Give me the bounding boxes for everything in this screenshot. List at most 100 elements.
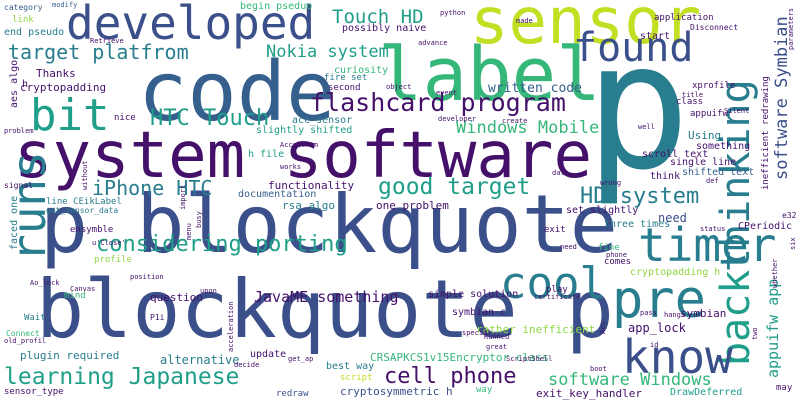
- word-curiosity: curiosity: [334, 65, 389, 76]
- word-def: def: [706, 177, 719, 185]
- word-event: event: [436, 89, 458, 97]
- word-redraw: redraw: [276, 389, 309, 399]
- word-system-software: system software: [14, 119, 592, 193]
- word-modify: modify: [52, 1, 78, 9]
- word-silent: Silent: [724, 107, 750, 115]
- word-signal: signal: [4, 181, 33, 190]
- word-object: object: [386, 83, 412, 91]
- word-way: way: [476, 385, 493, 395]
- word-rsa-algo: rsa algo: [282, 199, 335, 212]
- word-old-profil: old_profil: [4, 337, 47, 345]
- word-cryptosymmetric-h: cryptosymmetric h: [340, 385, 453, 398]
- word-need: need: [658, 211, 687, 225]
- word-wait: Wait: [24, 313, 46, 323]
- word-acceleration: acceleration: [227, 301, 235, 352]
- word-cell-phone: cell phone: [384, 364, 517, 389]
- word-software-windows: software Windows: [548, 370, 712, 390]
- word-second: second: [328, 83, 361, 93]
- word-scroll-text: scroll text: [642, 149, 709, 160]
- word-thanks: Thanks: [36, 67, 76, 80]
- word-htc-touch: HTC Touch: [150, 106, 270, 131]
- word-sensor-type: sensor_type: [4, 387, 64, 397]
- word-ensymble: ensymble: [70, 225, 114, 235]
- word-whether: whether: [771, 258, 779, 288]
- word-hd-system: HD system: [580, 184, 700, 209]
- word-appuifw-app: appuifw app: [764, 278, 782, 378]
- word-found: found: [573, 25, 694, 71]
- word-p-blockquote: p blockquote: [40, 178, 618, 271]
- word-xprofile: xprofile: [692, 81, 736, 91]
- word-good-target: good target: [378, 174, 531, 200]
- word-runned: Runned: [484, 333, 510, 341]
- word-think: think: [650, 171, 681, 182]
- word-update: update: [250, 349, 287, 360]
- word-symbian: symbian: [680, 307, 727, 320]
- word-exit-key-handler: exit_key_handler: [536, 387, 642, 400]
- word-busy: busy: [195, 211, 203, 228]
- word-considering-porting: considering porting: [96, 232, 348, 257]
- word-p1i: P1i: [150, 313, 165, 322]
- word-simple-solution: simple solution: [428, 289, 519, 300]
- word-upon: upon: [200, 287, 217, 295]
- word-question: question: [150, 291, 203, 304]
- word-hangs: hangs: [664, 311, 686, 319]
- word-may: may: [776, 383, 793, 393]
- word-without: without: [81, 160, 89, 190]
- word-special: special: [462, 329, 492, 337]
- word-application: application: [654, 13, 714, 23]
- word-learning-japanese: learning Japanese: [4, 364, 240, 390]
- word-h-file: h file: [248, 149, 285, 160]
- word-single-line: single line: [670, 157, 737, 168]
- word-six: six: [789, 237, 797, 250]
- word-decide: decide: [234, 361, 260, 369]
- word-using: Using: [688, 129, 722, 142]
- word-retrieve: Retrieve: [90, 37, 124, 45]
- word-fire-set: fire set: [324, 73, 368, 83]
- word-acc: Acc: [599, 321, 607, 334]
- word-something: something: [696, 141, 751, 152]
- word-advance: advance: [418, 39, 448, 47]
- word-slightly-shifted: slightly shifted: [256, 125, 353, 136]
- word-import: import: [179, 184, 187, 210]
- word-well: well: [638, 123, 655, 131]
- word-three-times: three times: [604, 219, 671, 230]
- word-app-lock: app_lock: [628, 321, 686, 335]
- word-target-platfrom: target platfrom: [8, 40, 189, 64]
- word-iphone-htc: iPhone HTC: [92, 176, 213, 200]
- word-nokia-system: Nokia system: [266, 42, 389, 62]
- word-cryptopadding: cryptopadding: [20, 81, 107, 94]
- word-link: link: [12, 15, 34, 25]
- word-sensor: sensor: [470, 0, 702, 59]
- word-set-slightly: set slightly: [566, 205, 639, 216]
- word-developed: developed: [66, 0, 316, 50]
- word-scriptshell: ScriptShell: [506, 355, 553, 363]
- word-alternative: alternative: [160, 353, 240, 367]
- word-ao-lock: Ao_lock: [30, 279, 60, 287]
- word-comes: comes: [604, 257, 632, 267]
- word-appuifw: appuifw: [690, 109, 728, 119]
- word-e32: e32: [782, 211, 797, 220]
- word-phone: phone: [606, 251, 628, 259]
- word-acc-sensor: acc_sensor: [292, 115, 353, 126]
- word-blockquote-p: blockquote p: [36, 263, 614, 356]
- word-wrong: wrong: [600, 179, 622, 187]
- word-exit: exit: [544, 225, 566, 235]
- word-category: category: [4, 3, 43, 12]
- word-javame-something: JavaME something: [254, 288, 399, 306]
- word-menu: menu: [185, 223, 193, 240]
- word-data: data: [552, 169, 569, 177]
- word-fine: fine: [598, 243, 620, 253]
- word-get-sensor-data: get_sensor_data: [46, 206, 119, 215]
- word-faced-one: faced one: [9, 195, 20, 250]
- word-made: made: [516, 17, 533, 25]
- word-script: script: [340, 373, 373, 383]
- word-windows-mobile: Windows Mobile: [456, 118, 600, 138]
- word-works: works: [280, 163, 302, 171]
- word-disconnect: Disconnect: [690, 23, 739, 32]
- word-status: status: [700, 225, 726, 233]
- word-certificate: certificate: [534, 293, 581, 301]
- word-aes-algo: aes algo: [9, 59, 20, 108]
- word-cryptopadding-h: cryptopadding h: [630, 267, 721, 278]
- word-title: title: [682, 91, 704, 99]
- word-u-close: u'Close': [92, 239, 126, 247]
